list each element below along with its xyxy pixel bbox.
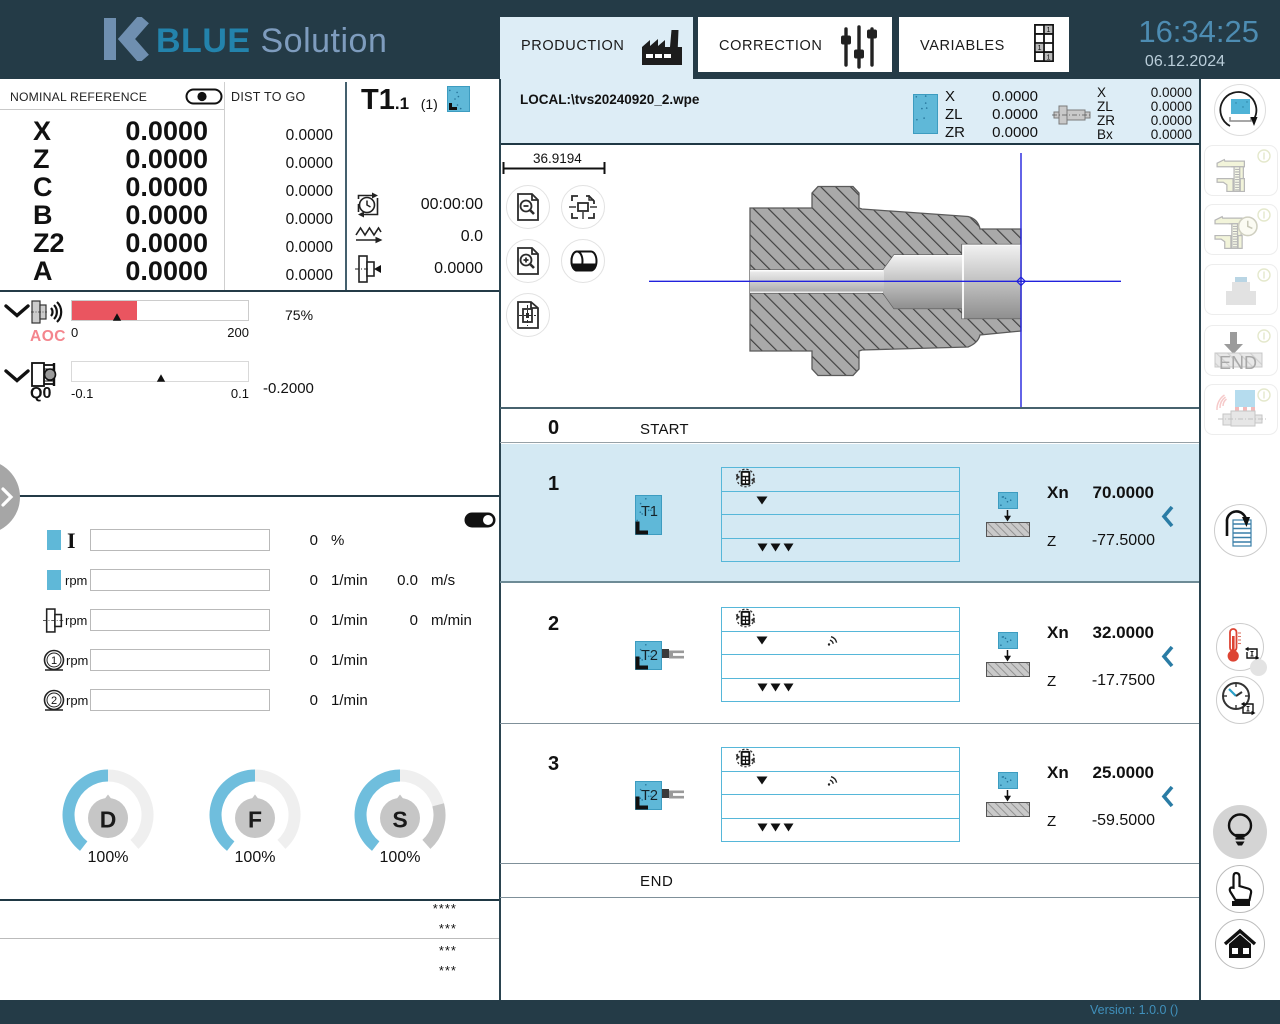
svg-text:S: S	[392, 807, 407, 833]
svg-text:1: 1	[1047, 25, 1051, 34]
svg-text:1: 1	[1037, 43, 1041, 52]
svg-text:T2: T2	[641, 788, 658, 804]
svg-text:1: 1	[1047, 52, 1051, 61]
svg-text:T1: T1	[641, 504, 658, 520]
svg-text:1: 1	[51, 655, 57, 667]
svg-text:D: D	[100, 807, 117, 833]
svg-text:T2: T2	[641, 648, 658, 664]
svg-text:END: END	[1219, 353, 1257, 373]
svg-text:F: F	[248, 807, 262, 833]
svg-text:2: 2	[51, 695, 57, 707]
